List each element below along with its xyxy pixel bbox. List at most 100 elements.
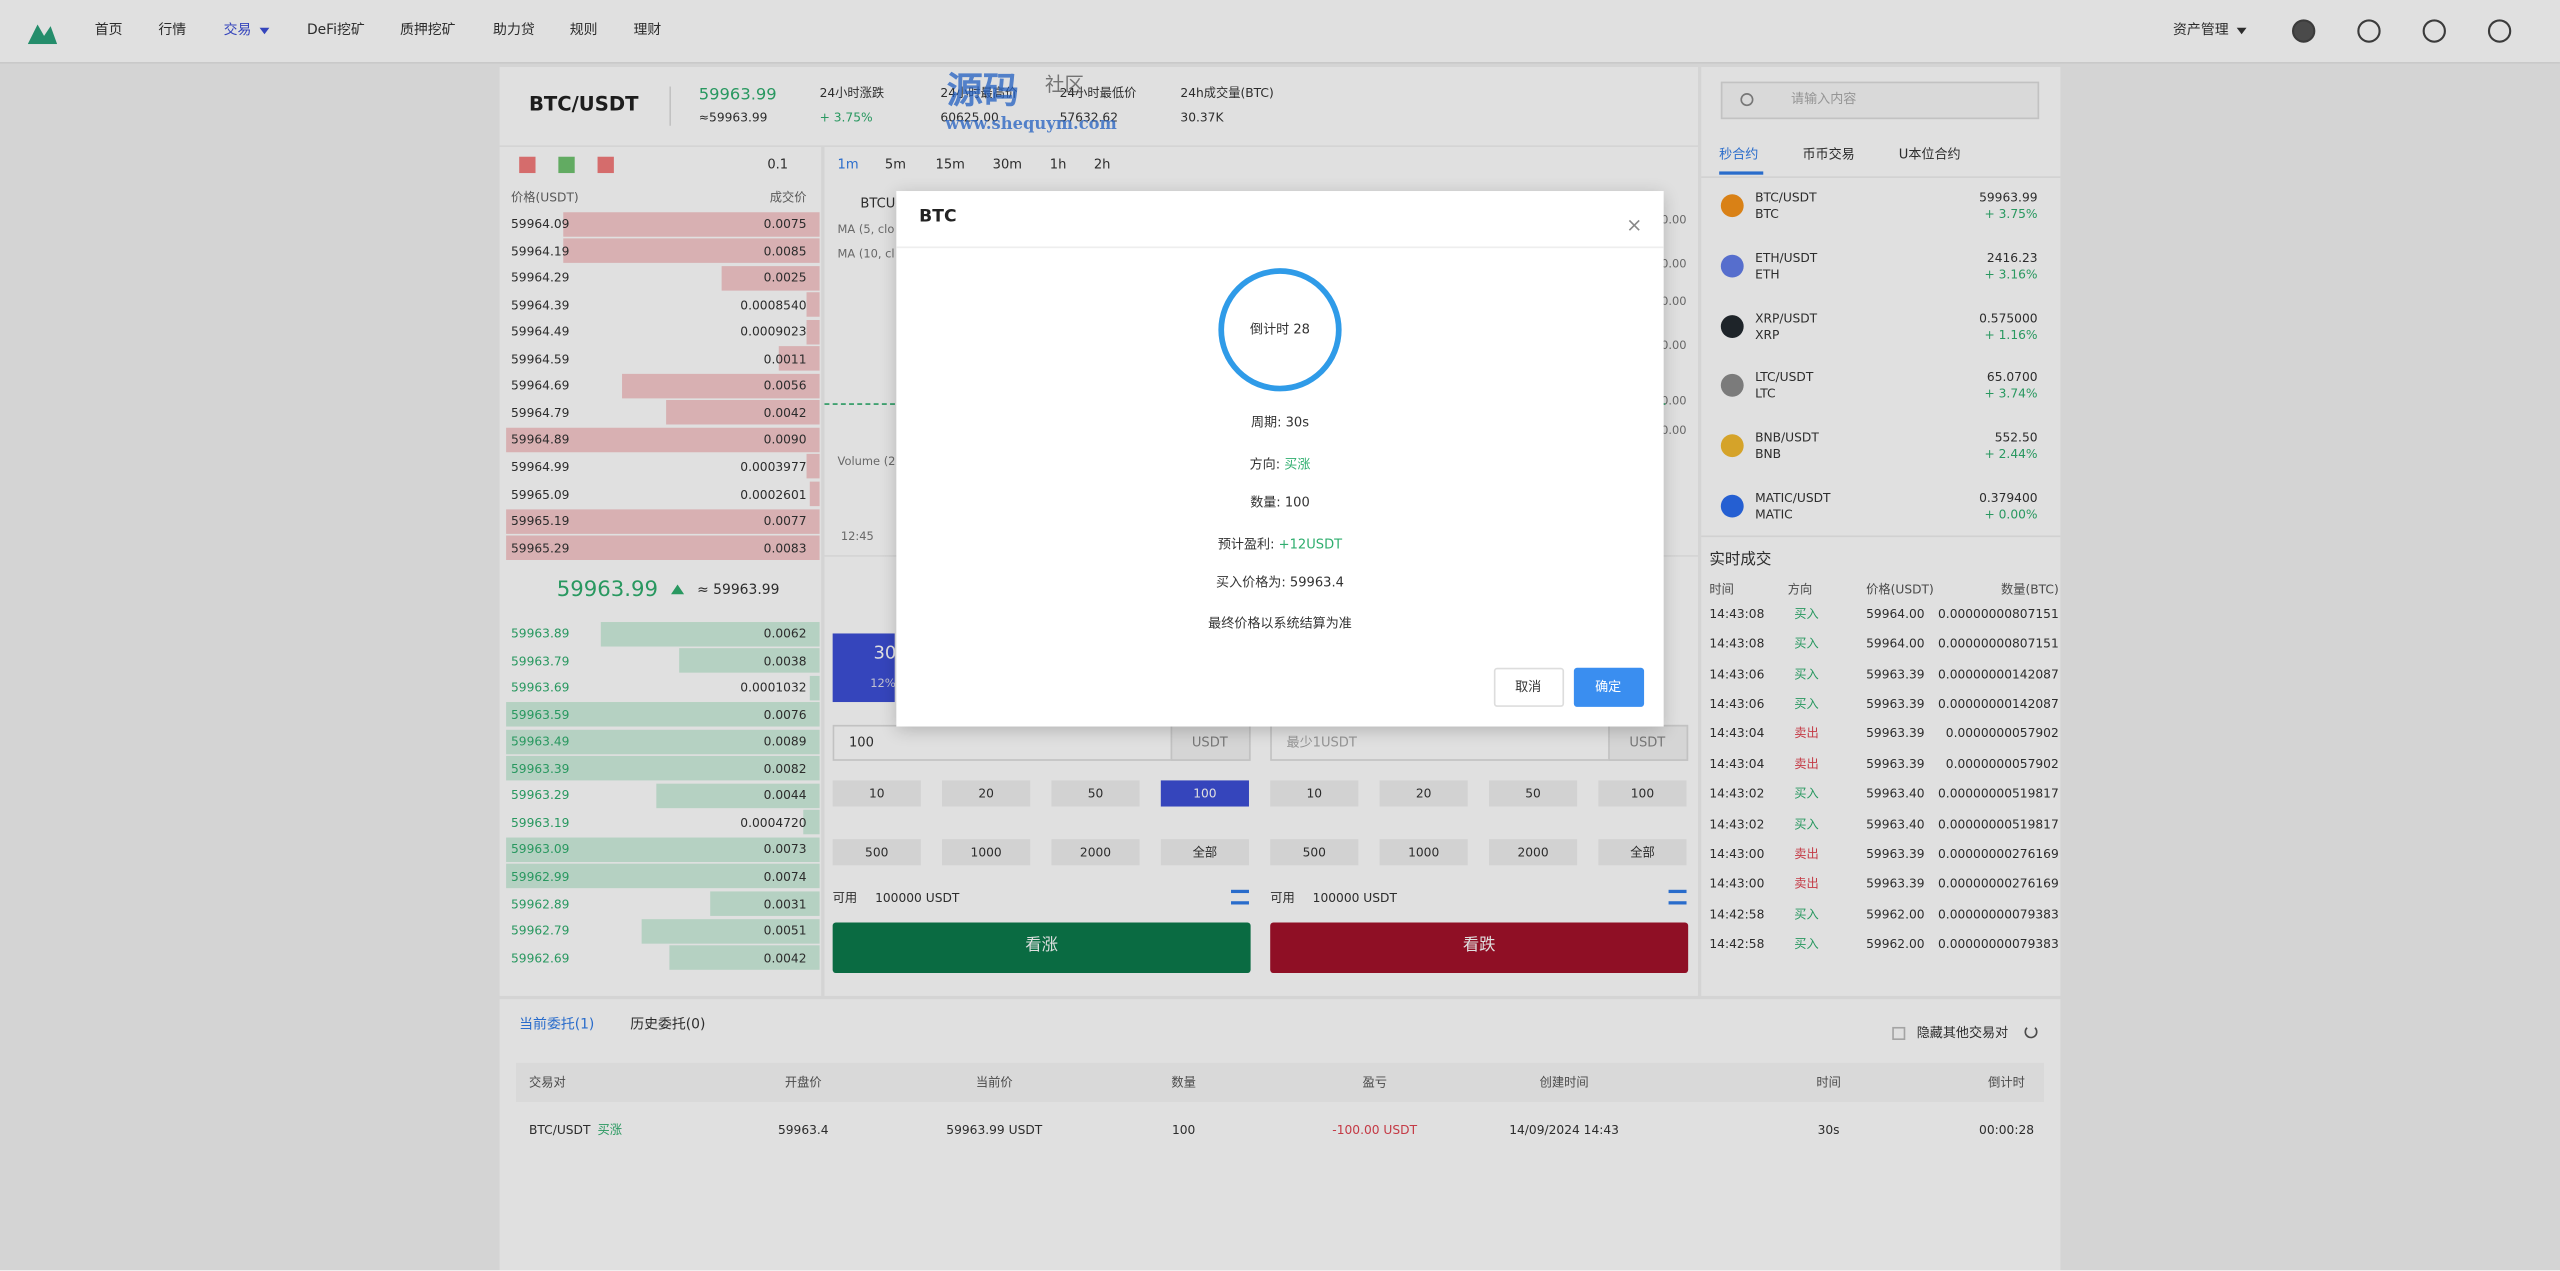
transfer-icon[interactable]: [1668, 889, 1687, 905]
last-price: 59963.99: [556, 578, 659, 603]
orders-header: 当前价: [975, 1075, 1013, 1090]
amount-text: 100: [848, 735, 874, 750]
depth-bar: [656, 783, 820, 808]
quick-button[interactable]: [1160, 839, 1249, 866]
nav-item[interactable]: 交易: [223, 22, 252, 40]
market-tab[interactable]: 秒合约: [1719, 147, 1759, 162]
trade-qty: 0.00000000276169: [1938, 876, 2059, 891]
nav-item[interactable]: 质押挖矿: [399, 22, 456, 40]
orders-tab[interactable]: 当前委托(1): [519, 1016, 595, 1034]
interval-tab[interactable]: 30m: [992, 157, 1023, 172]
trade-time: 14:43:04: [1709, 726, 1765, 742]
quick-button[interactable]: [942, 780, 1031, 807]
trade-time: 14:43:00: [1709, 876, 1765, 891]
quick-button[interactable]: [1598, 839, 1687, 866]
trade-qty: 0.00000000276169: [1938, 846, 2059, 862]
book-price: 59962.69: [511, 950, 570, 966]
quick-label: 全部: [1630, 844, 1655, 860]
depth-bar: [807, 454, 820, 480]
stat-label: 24h成交量(BTC): [1180, 85, 1274, 101]
quick-label: 10: [868, 786, 885, 801]
modal-text: 预计盈利:: [1217, 536, 1279, 552]
market-price: 59963.99: [1979, 190, 2038, 205]
quick-button[interactable]: [832, 839, 921, 866]
buy-button[interactable]: [832, 922, 1251, 974]
modal-line: 周期: 30s: [1250, 415, 1310, 430]
trade-price: 59964.00: [1866, 636, 1925, 652]
book-price: 59964.89: [511, 432, 570, 448]
interval-tab[interactable]: 1h: [1049, 157, 1067, 172]
trade-side: 买入: [1794, 786, 1819, 802]
depth-bar: [722, 265, 820, 290]
nav-item[interactable]: DeFi挖矿: [306, 22, 365, 40]
depth-bar: [803, 810, 820, 835]
trade-qty: 0.00000000519817: [1938, 786, 2059, 802]
cancel-button[interactable]: [1493, 667, 1565, 707]
quick-button[interactable]: [1379, 839, 1468, 866]
period-card[interactable]: [832, 633, 895, 703]
trade-side: 买入: [1794, 906, 1819, 921]
book-mode[interactable]: [558, 156, 575, 174]
search-box[interactable]: [1720, 81, 2040, 120]
book-mode[interactable]: [519, 156, 536, 174]
nav-item[interactable]: 首页: [94, 22, 123, 40]
market-tab[interactable]: 币币交易: [1802, 147, 1855, 162]
download-icon[interactable]: [2356, 18, 2382, 44]
close-button[interactable]: [1626, 209, 1642, 231]
quick-button[interactable]: [1379, 780, 1468, 807]
quick-button[interactable]: [1051, 839, 1140, 866]
ma-label: MA (10, cl: [837, 247, 895, 261]
market-price: 552.50: [1994, 430, 2038, 446]
orders-header: 开盘价: [784, 1075, 822, 1090]
sell-button[interactable]: [1270, 922, 1689, 974]
quick-button[interactable]: [1488, 780, 1578, 807]
user-icon[interactable]: [2291, 18, 2317, 44]
market-base: XRP: [1755, 326, 1780, 342]
book-header: 价格(USDT): [511, 190, 579, 205]
quick-button[interactable]: [942, 839, 1031, 866]
quick-label: 100: [1193, 786, 1217, 801]
depth-bar: [678, 648, 820, 673]
market-tab[interactable]: U本位合约: [1898, 147, 1961, 162]
market-change: + 3.16%: [1984, 266, 2038, 282]
modal-line: 方向: 买涨: [896, 454, 1663, 474]
orders-tab[interactable]: 历史委托(0): [630, 1016, 706, 1034]
depth-bar: [810, 481, 820, 507]
ticker-bar: [499, 66, 1698, 146]
coin-icon: [1720, 254, 1744, 278]
quick-button[interactable]: [832, 780, 921, 807]
nav-item[interactable]: 助力贷: [493, 22, 535, 40]
quick-button[interactable]: [1051, 780, 1140, 807]
trade-qty: 0.00000000807151: [1938, 606, 2059, 622]
book-qty: 0.0076: [763, 707, 807, 722]
interval-tab[interactable]: 2h: [1093, 157, 1111, 172]
interval-tab[interactable]: 1m: [837, 157, 859, 172]
quick-button[interactable]: [1488, 839, 1578, 866]
nav-item[interactable]: 行情: [158, 22, 187, 40]
support-icon[interactable]: [2421, 18, 2447, 44]
confirm-button[interactable]: [1573, 667, 1645, 707]
trade-side: 卖出: [1794, 726, 1819, 742]
interval-tab[interactable]: 5m: [884, 157, 906, 172]
quick-label: 1000: [1408, 844, 1440, 860]
quick-button[interactable]: [1270, 780, 1359, 807]
quick-button[interactable]: [1160, 780, 1249, 807]
asset-menu[interactable]: 资产管理: [2173, 22, 2229, 40]
checkbox[interactable]: [1892, 1026, 1906, 1040]
nav-item[interactable]: 规则: [569, 22, 598, 40]
depth-bar: [665, 400, 820, 426]
interval-tab[interactable]: 15m: [935, 157, 965, 172]
transfer-icon[interactable]: [1231, 889, 1249, 905]
nav-item[interactable]: 理财: [633, 22, 662, 40]
trades-header: 数量(BTC): [2000, 582, 2059, 597]
depth-bar: [709, 891, 820, 916]
book-price: 59964.09: [511, 216, 570, 232]
icon: [2487, 19, 2512, 43]
quick-button[interactable]: [1598, 780, 1687, 807]
quick-button[interactable]: [1270, 839, 1359, 866]
trade-price: 59963.40: [1866, 816, 1925, 832]
refresh-icon[interactable]: [2024, 1025, 2038, 1039]
language-icon[interactable]: [2487, 18, 2513, 44]
book-mode[interactable]: [597, 156, 614, 174]
unit: USDT: [1629, 735, 1666, 750]
